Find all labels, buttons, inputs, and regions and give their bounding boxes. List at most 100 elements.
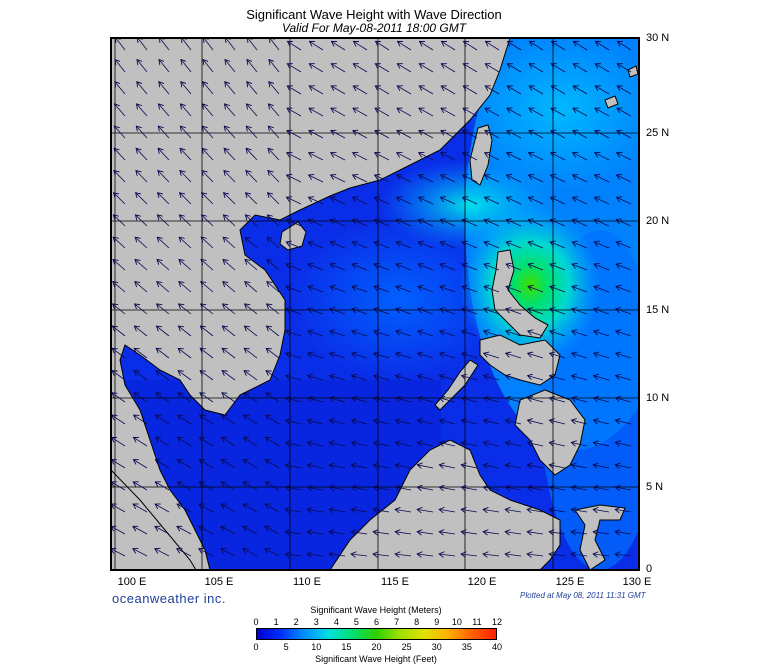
wave-direction-arrow [286, 420, 302, 425]
wave-direction-arrow [374, 309, 390, 315]
wave-direction-arrow [420, 41, 434, 51]
wave-direction-arrow [441, 197, 456, 205]
wave-direction-arrow [269, 104, 280, 117]
wave-direction-arrow [483, 487, 500, 490]
wave-direction-arrow [158, 126, 170, 139]
wave-direction-arrow [484, 376, 500, 381]
wave-direction-arrow [178, 437, 192, 447]
wave-direction-arrow [157, 282, 170, 293]
wave-direction-arrow [551, 175, 566, 183]
wave-direction-arrow [114, 126, 126, 139]
wave-direction-arrow [572, 420, 588, 425]
wave-direction-arrow [286, 242, 302, 249]
lat-label: 5 N [646, 481, 664, 493]
wave-direction-arrow [267, 237, 280, 249]
wave-direction-arrow [505, 554, 522, 556]
wave-direction-arrow [223, 304, 236, 315]
wave-direction-arrow [571, 443, 588, 447]
wave-direction-arrow [574, 41, 588, 51]
map-subtitle: Valid For May-08-2011 18:00 GMT [281, 21, 467, 35]
wave-direction-arrow [373, 509, 390, 512]
wave-direction-arrow [550, 264, 566, 271]
brand-logo-text: oceanweather inc. [112, 591, 227, 606]
wave-direction-arrow [440, 398, 456, 403]
wave-direction-arrow [397, 131, 412, 139]
wave-direction-arrow [549, 465, 566, 468]
wave-direction-arrow [200, 415, 214, 425]
wave-direction-arrow [506, 331, 522, 337]
wave-direction-arrow [571, 509, 588, 512]
wave-direction-arrow [329, 465, 346, 468]
wave-direction-arrow [550, 309, 566, 315]
wave-direction-arrow [462, 242, 478, 249]
wave-direction-arrow [441, 153, 456, 161]
wave-direction-arrow [155, 504, 170, 513]
wave-direction-arrow [158, 148, 170, 161]
wave-direction-arrow [550, 331, 566, 337]
lon-label: 125 E [555, 576, 585, 588]
wave-direction-arrow [331, 64, 346, 73]
wave-direction-arrow [287, 175, 302, 183]
wave-direction-arrow [396, 242, 412, 249]
wave-direction-arrow [549, 554, 566, 556]
wave-direction-arrow [156, 437, 170, 447]
wave-direction-arrow [353, 108, 368, 117]
wave-direction-arrow [201, 282, 214, 293]
wave-direction-arrow [134, 348, 148, 359]
wave-direction-arrow [180, 126, 192, 139]
wave-direction-arrow [177, 460, 192, 469]
wave-direction-arrow [528, 420, 544, 425]
wave-direction-arrow [395, 509, 412, 512]
wave-direction-arrow [133, 549, 148, 557]
wave-direction-arrow [330, 331, 346, 337]
wave-direction-arrow [594, 242, 610, 249]
wave-direction-arrow [225, 82, 236, 95]
wave-direction-arrow [221, 504, 236, 513]
wave-direction-arrow [419, 108, 434, 117]
wave-direction-arrow [505, 509, 522, 512]
wave-direction-arrow [180, 148, 192, 161]
wave-direction-arrow [221, 549, 236, 557]
wave-direction-arrow [244, 371, 258, 381]
wave-direction-arrow [463, 153, 478, 161]
wave-direction-arrow [507, 64, 522, 73]
wave-direction-arrow [461, 487, 478, 490]
wave-direction-arrow [572, 286, 588, 293]
wave-direction-arrow [199, 526, 214, 535]
wave-direction-arrow [462, 331, 478, 337]
wave-direction-arrow [200, 371, 214, 381]
wave-direction-arrow [463, 175, 478, 183]
wave-direction-arrow [157, 237, 170, 249]
wave-direction-arrow [396, 331, 412, 337]
wave-direction-arrow [266, 326, 280, 337]
wave-direction-arrow [418, 420, 434, 425]
wave-direction-arrow [247, 82, 258, 95]
wave-direction-arrow [375, 175, 390, 183]
wave-direction-arrow [506, 353, 522, 359]
wave-direction-arrow [529, 86, 544, 95]
wave-direction-arrow [157, 259, 170, 271]
wave-direction-arrow [483, 443, 500, 447]
wave-direction-arrow [419, 86, 434, 95]
wave-direction-arrow [374, 264, 390, 271]
wave-direction-arrow [351, 509, 368, 512]
wave-direction-arrow [266, 437, 280, 447]
wave-direction-arrow [595, 131, 610, 139]
wave-direction-arrow [222, 437, 236, 447]
wave-direction-arrow [308, 398, 324, 403]
wave-direction-arrow [463, 131, 478, 139]
wave-direction-arrow [307, 509, 324, 512]
wave-direction-arrow [115, 104, 126, 117]
wave-direction-arrow [506, 242, 522, 249]
wave-direction-arrow [246, 193, 258, 205]
wave-direction-arrow [593, 554, 610, 556]
wave-direction-arrow [112, 437, 126, 447]
lat-label: 15 N [646, 304, 670, 316]
wave-direction-arrow [353, 86, 368, 95]
wave-direction-arrow [461, 509, 478, 512]
wave-direction-arrow [179, 237, 192, 249]
wave-direction-arrow [202, 171, 214, 183]
wave-direction-arrow [113, 304, 126, 315]
colorbar-feet-tick: 10 [311, 642, 322, 652]
wave-direction-arrow [330, 398, 346, 403]
